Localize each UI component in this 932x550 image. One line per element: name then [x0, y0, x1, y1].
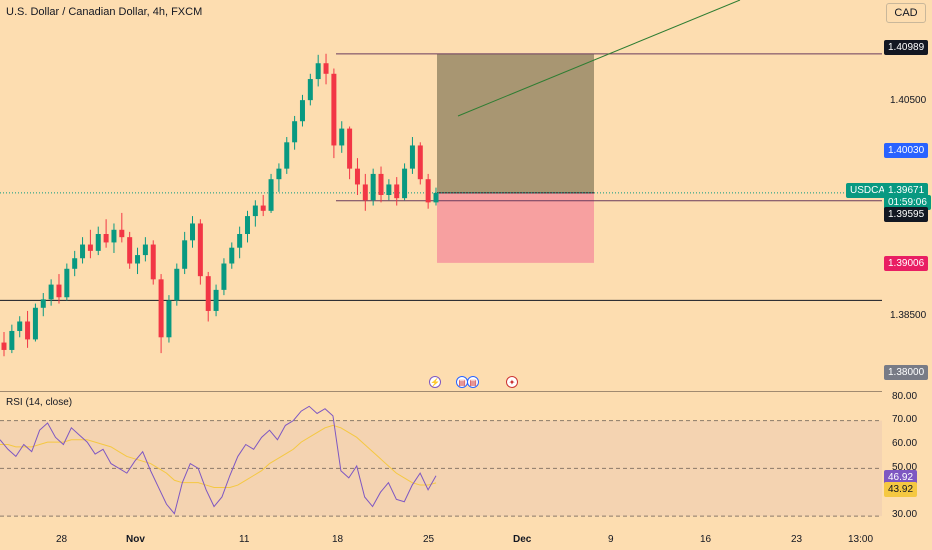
rsi-value-tag: 46.92: [884, 470, 918, 485]
time-label: 9: [608, 534, 614, 545]
rsi-axis-label: 60.00: [892, 438, 918, 449]
canada-flag-event-icon[interactable]: ✦: [506, 376, 518, 388]
candle-body: [386, 184, 392, 195]
candle-body: [402, 168, 408, 199]
candle-body: [40, 299, 46, 308]
time-label: 16: [700, 534, 712, 545]
candle-body: [1, 342, 7, 350]
candle-body: [425, 179, 431, 203]
candle-body: [229, 247, 235, 264]
candle-body: [25, 321, 31, 340]
candle-body: [268, 179, 274, 211]
candle-body: [9, 330, 15, 350]
candle-body: [135, 255, 141, 264]
time-label: 13:00: [848, 534, 874, 545]
price-label: 1.38500: [890, 310, 927, 321]
candle-body: [205, 276, 211, 311]
candle-body: [323, 63, 329, 74]
candle-body: [17, 321, 23, 331]
candle-body: [174, 268, 180, 301]
rsi-axis-label: 30.00: [892, 509, 918, 520]
candle-body: [213, 289, 219, 311]
profit-zone: [437, 53, 594, 193]
candle-body: [127, 237, 133, 264]
candle-body: [48, 284, 54, 300]
candle-body: [417, 145, 423, 180]
candle-body: [244, 216, 250, 234]
candle-body: [347, 128, 353, 169]
candle-body: [221, 263, 227, 290]
candle-body: [331, 73, 337, 146]
candle-body: [32, 307, 38, 340]
price-label: 1.38000: [884, 365, 929, 380]
time-label: Nov: [126, 534, 145, 545]
rsi-chart[interactable]: [0, 392, 882, 528]
candle-body: [370, 173, 376, 201]
candle-body: [299, 100, 305, 122]
candle-body: [260, 205, 266, 211]
candle-body: [119, 229, 125, 238]
countdown-tag: 01:59:06: [884, 195, 931, 210]
candle-body: [87, 244, 93, 251]
symbol-tag: USDCAD: [846, 183, 897, 198]
candle-body: [339, 128, 345, 146]
main-chart[interactable]: [0, 0, 882, 390]
us-flag-event-icon[interactable]: ▤: [467, 376, 479, 388]
candle-body: [409, 145, 415, 169]
price-label: 1.40500: [890, 95, 927, 106]
candle-body: [292, 121, 298, 143]
time-label: Dec: [513, 534, 532, 545]
symbol-title: U.S. Dollar / Canadian Dollar, 4h, FXCM: [6, 6, 203, 18]
trend-line: [457, 0, 741, 117]
candle-body: [64, 268, 70, 298]
candle-body: [362, 184, 368, 201]
rsi-axis-label: 80.00: [892, 391, 918, 402]
rsi-axis-label: 70.00: [892, 414, 918, 425]
loss-zone: [437, 192, 594, 263]
time-label: 25: [423, 534, 435, 545]
rsi-axis-label: 50.00: [892, 462, 918, 473]
candle-body: [252, 205, 258, 217]
candle-body: [284, 142, 290, 169]
rsi-title: RSI (14, close): [6, 397, 73, 408]
time-label: 18: [332, 534, 344, 545]
candle-body: [182, 240, 188, 269]
time-label: 28: [56, 534, 68, 545]
level-price-tag: 1.40030: [884, 143, 929, 158]
candle-body: [72, 258, 78, 269]
rsi-ma-value-tag: 43.92: [884, 482, 918, 497]
pane-divider[interactable]: [0, 391, 882, 392]
candle-body: [276, 168, 282, 180]
current-price-tag: 1.39671: [884, 183, 929, 198]
candle-body: [56, 284, 62, 298]
candle-body: [354, 168, 360, 185]
currency-button[interactable]: CAD: [886, 3, 926, 23]
candle-body: [315, 63, 321, 80]
candle-body: [394, 184, 400, 199]
candle-body: [142, 244, 148, 256]
candle-body: [80, 244, 86, 259]
lightning-event-icon[interactable]: ⚡: [429, 376, 441, 388]
candle-body: [433, 192, 439, 203]
rsi-line: [0, 405, 437, 515]
candle-body: [197, 223, 203, 277]
stop-price-tag: 1.39006: [884, 256, 929, 271]
candle-body: [166, 300, 172, 338]
candle-body: [158, 279, 164, 338]
candle-body: [190, 223, 196, 241]
rsi-ma-line: [0, 424, 437, 488]
candle-body: [150, 244, 156, 280]
candle-body: [95, 234, 101, 251]
candle-body: [237, 234, 243, 248]
candle-body: [103, 234, 109, 243]
time-label: 23: [791, 534, 803, 545]
time-label: 11: [239, 534, 250, 545]
candle-body: [378, 173, 384, 195]
candle-body: [307, 79, 313, 101]
line-price-tag: 1.39595: [884, 207, 929, 222]
candle-body: [111, 229, 117, 243]
target-price-tag: 1.40989: [884, 40, 929, 55]
